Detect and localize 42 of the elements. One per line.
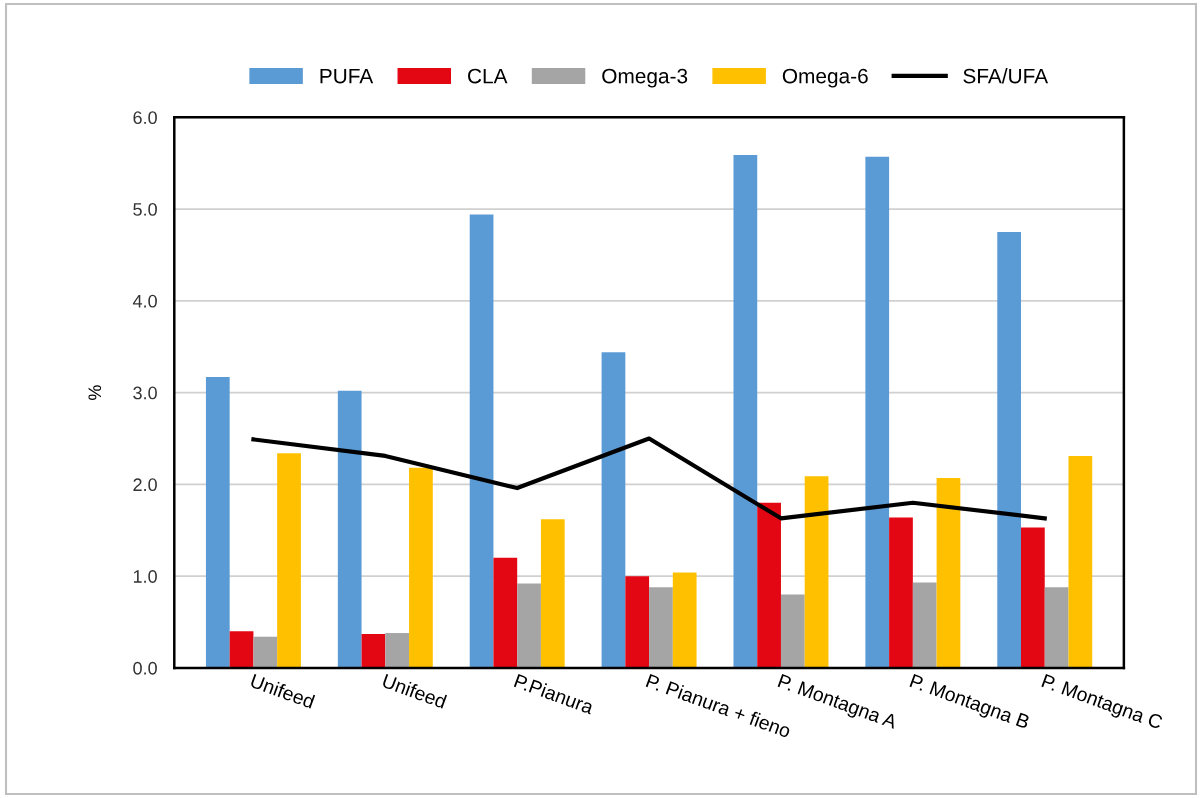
bar: [493, 557, 518, 668]
bar: [625, 576, 650, 668]
bar: [517, 583, 541, 668]
y-tick-label: 5.0: [133, 203, 157, 216]
bar: [649, 587, 673, 668]
y-axis-title: %: [88, 385, 102, 400]
bar: [1068, 455, 1093, 668]
bar: [361, 633, 386, 668]
y-tick-label: 2.0: [133, 478, 157, 492]
bar: [1021, 527, 1045, 668]
bar: [253, 636, 278, 668]
bar: [1044, 587, 1069, 668]
bar: [865, 156, 890, 668]
bar: [540, 519, 565, 668]
legend-label: CLA: [468, 68, 508, 84]
bar: [733, 154, 758, 668]
y-tick-label: 6.0: [133, 111, 157, 125]
y-tick-label: 4.0: [132, 294, 157, 308]
line-series: [251, 436, 1047, 521]
bar: [997, 232, 1021, 668]
bar: [757, 502, 781, 668]
bar: [672, 572, 697, 668]
legend-label: SFA/UFA: [963, 68, 1049, 84]
bar: [337, 390, 362, 668]
y-tick-label: 3.0: [133, 386, 157, 400]
bar: [205, 377, 230, 668]
y-tick-label: 0.0: [133, 661, 157, 675]
bar: [889, 517, 913, 668]
bar: [912, 582, 937, 668]
bar: [277, 453, 301, 668]
y-tick-label: 1.0: [133, 570, 157, 583]
bar: [385, 633, 410, 668]
legend-label: Omega-3: [602, 68, 688, 88]
legend-label: PUFA: [320, 68, 374, 84]
bar: [229, 631, 254, 668]
bar: [469, 214, 494, 668]
bar: [409, 467, 433, 668]
legend-label: Omega-6: [782, 68, 868, 88]
bar: [804, 476, 829, 668]
bar: [601, 352, 626, 668]
bar: [780, 594, 805, 668]
bar: [936, 477, 961, 668]
